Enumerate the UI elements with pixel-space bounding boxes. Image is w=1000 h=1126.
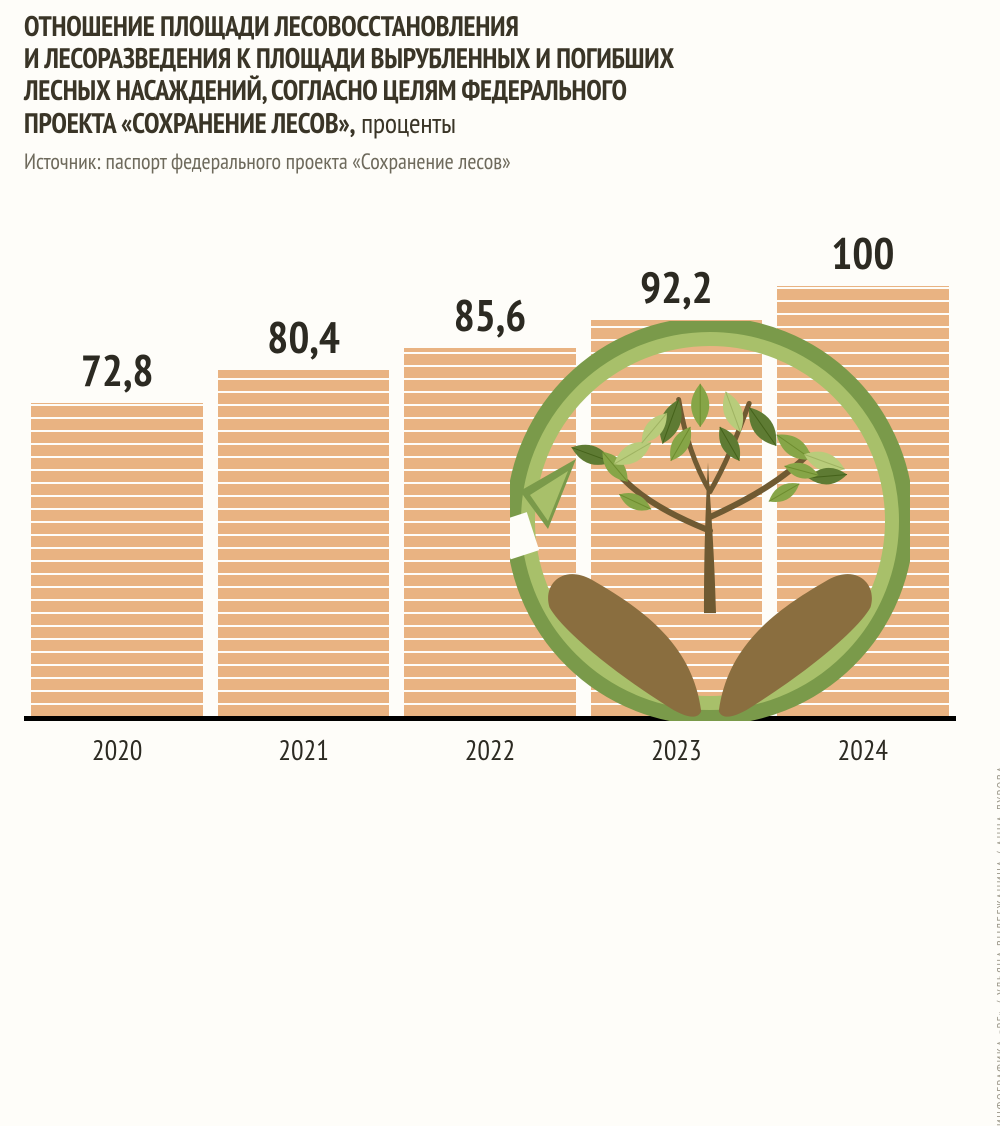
- bar-value-label: 85,6: [454, 294, 527, 338]
- bar-slot: 85,6: [397, 294, 583, 716]
- x-axis-label: 2023: [583, 725, 769, 765]
- bar: [31, 403, 202, 716]
- bar-chart: 72,8 80,4 85,6 92,2 100 20202021202220232024: [24, 200, 956, 765]
- chart-title: ОТНОШЕНИЕ ПЛОЩАДИ ЛЕСОВОССТАНОВЛЕНИЯИ ЛЕ…: [24, 10, 964, 139]
- bar: [591, 320, 762, 716]
- chart-source: Источник: паспорт федерального проекта «…: [24, 148, 511, 176]
- x-axis-label: 2022: [397, 725, 583, 765]
- bar-slot: 72,8: [24, 349, 210, 716]
- x-axis-label: 2020: [24, 725, 210, 765]
- infographic-credit: ИНФОГРАФИКА «РГ» / УЛЬЯНА ВЫЛЕГЖАНИНА / …: [994, 765, 1000, 1126]
- x-axis-label: 2024: [770, 725, 956, 765]
- bar: [218, 370, 389, 716]
- bar-value-label: 72,8: [81, 349, 154, 393]
- bar-slot: 100: [770, 232, 956, 716]
- bar-chart-xlabels: 20202021202220232024: [24, 725, 956, 765]
- x-axis-label: 2021: [210, 725, 396, 765]
- bar: [777, 286, 948, 716]
- bar-value-label: 92,2: [640, 266, 713, 310]
- bar-value-label: 80,4: [267, 316, 340, 360]
- bar-chart-bars: 72,8 80,4 85,6 92,2 100: [24, 200, 956, 721]
- bar-value-label: 100: [831, 232, 894, 276]
- bar: [404, 348, 575, 716]
- bar-slot: 92,2: [583, 266, 769, 716]
- bar-slot: 80,4: [210, 316, 396, 716]
